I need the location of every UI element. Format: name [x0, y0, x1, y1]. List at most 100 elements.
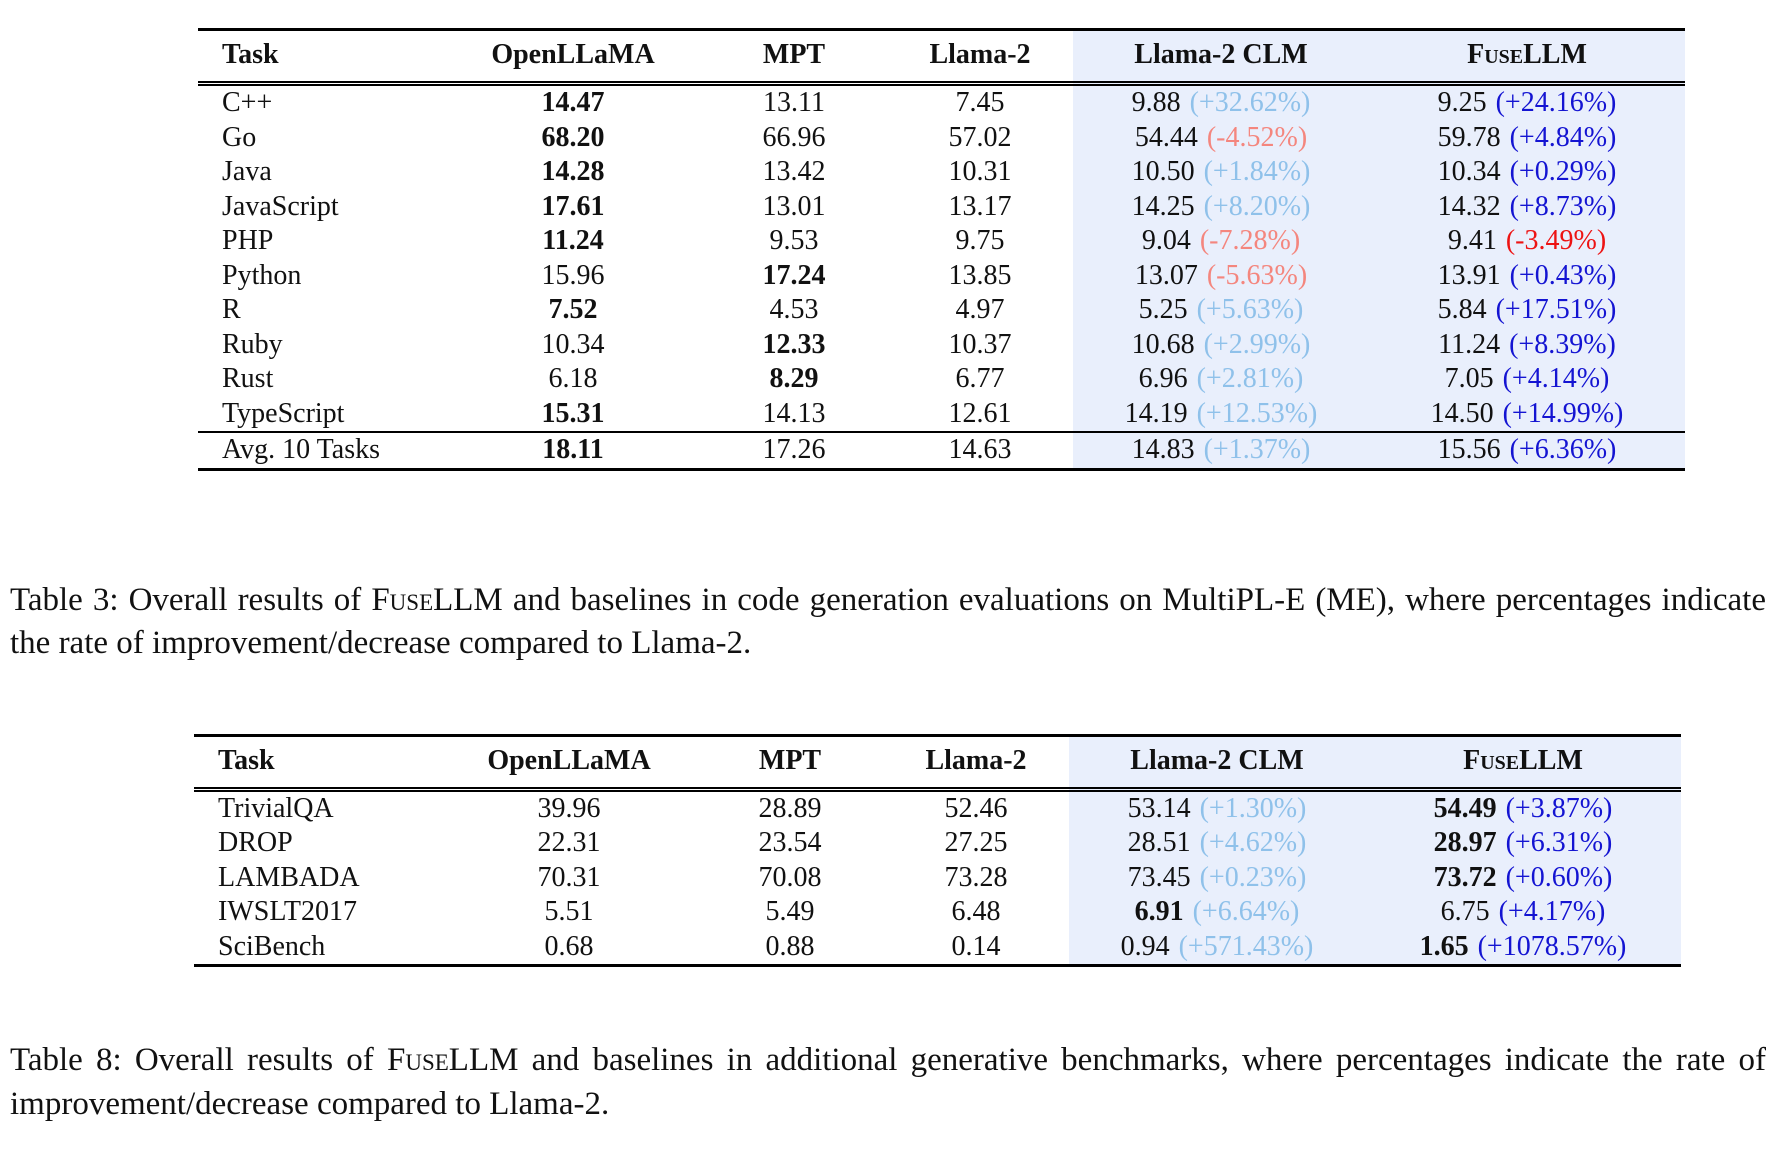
cell-value: Avg. 10 Tasks	[222, 434, 381, 466]
value-cell: 9.53	[701, 224, 887, 259]
cell-value: TrivialQA	[218, 792, 334, 824]
task-cell: Avg. 10 Tasks	[198, 432, 445, 469]
percentage-change: (+0.43%)	[1502, 259, 1617, 291]
table8-generative-benchmarks-results: Task OpenLLaMA MPT Llama-2 Llama-2 CLM FuseLL…	[194, 733, 1681, 968]
cell-value: R	[222, 294, 241, 326]
cell-value: 13.01	[762, 190, 826, 222]
table-row: JavaScript 17.61 13.01 13.17 14.25 (+8.20%) 1…	[198, 189, 1685, 225]
table-row: TrivialQA 39.96 28.89 52.46 53.14 (+1.30%) 54…	[194, 789, 1681, 827]
percentage-change: (+6.36%)	[1502, 434, 1617, 466]
value-cell: 13.11	[701, 84, 887, 121]
value-cell: 1.65 (+1078.57%)	[1365, 929, 1681, 966]
table8-caption: Table 8: Overall results of FuseLLM and …	[10, 1039, 1766, 1126]
value-cell: 70.31	[441, 861, 697, 896]
value-cell: 0.94 (+571.43%)	[1069, 929, 1365, 966]
cell-value: 6.77	[955, 363, 1005, 395]
cell-value: DROP	[218, 827, 293, 859]
caption-text-part: and baselines in additional generative b…	[10, 1042, 1766, 1122]
cell-value: 17.26	[762, 434, 826, 466]
cell-value: 13.85	[948, 259, 1012, 291]
cell-value: 6.48	[951, 896, 1001, 928]
value-cell: 15.96	[445, 259, 701, 294]
percentage-change: (+1.30%)	[1192, 792, 1307, 824]
value-cell: 5.84 (+17.51%)	[1369, 293, 1685, 328]
column-header: MPT	[762, 39, 826, 70]
caption-text-part: Table 8: Overall results of	[10, 1042, 387, 1079]
cell-value: 28.51	[1127, 827, 1191, 859]
value-cell: 15.31	[445, 397, 701, 433]
cell-value: 15.56	[1437, 434, 1501, 466]
cell-value: 12.33	[762, 328, 826, 360]
column-header: Llama-2 CLM	[1069, 735, 1365, 790]
value-cell: 7.52	[445, 293, 701, 328]
table-row: Rust 6.18 8.29 6.77 6.96 (+2.81%) 7.05 (+4.14…	[198, 362, 1685, 397]
cell-value: Java	[222, 156, 272, 188]
value-cell: 9.04 (-7.28%)	[1073, 224, 1369, 259]
cell-value: 73.72	[1433, 861, 1497, 893]
value-cell: 66.96	[701, 121, 887, 156]
value-cell: 14.83 (+1.37%)	[1073, 432, 1369, 469]
percentage-change: (+0.60%)	[1498, 861, 1613, 893]
value-cell: 13.01	[701, 190, 887, 225]
task-cell: Rust	[198, 362, 445, 397]
cell-value: 9.88	[1131, 87, 1181, 119]
value-cell: 13.85	[887, 259, 1073, 294]
cell-value: 0.68	[544, 930, 594, 962]
table-row: PHP 11.24 9.53 9.75 9.04 (-7.28%) 9.41 (-3.49…	[198, 224, 1685, 259]
percentage-change: (+1078.57%)	[1470, 930, 1627, 962]
cell-value: 7.05	[1444, 363, 1494, 395]
cell-value: 70.31	[537, 861, 601, 893]
task-cell: SciBench	[194, 930, 441, 966]
cell-value: 4.97	[955, 294, 1005, 326]
value-cell: 11.24	[445, 224, 701, 259]
cell-value: IWSLT2017	[218, 896, 357, 928]
value-cell: 6.91 (+6.64%)	[1069, 895, 1365, 930]
cell-value: 54.49	[1433, 792, 1497, 824]
value-cell: 6.96 (+2.81%)	[1073, 362, 1369, 397]
value-cell: 14.13	[701, 397, 887, 433]
value-cell: 10.50 (+1.84%)	[1073, 155, 1369, 190]
value-cell: 0.88	[697, 930, 883, 966]
value-cell: 12.61	[887, 397, 1073, 433]
cell-value: 11.24	[1438, 328, 1501, 360]
value-cell: 17.24	[701, 259, 887, 294]
cell-value: 14.13	[762, 397, 826, 429]
column-header: OpenLLaMA	[487, 744, 651, 776]
cell-value: 10.68	[1131, 328, 1195, 360]
table3-code-generation-results: Task OpenLLaMA MPT Llama-2 Llama-2 CLM FuseLL…	[198, 28, 1685, 471]
cell-value: 14.63	[948, 434, 1012, 466]
cell-value: 57.02	[948, 121, 1012, 153]
percentage-change: (+17.51%)	[1488, 294, 1617, 326]
task-cell: TypeScript	[198, 397, 445, 433]
value-cell: 6.18	[445, 362, 701, 397]
value-cell: 0.68	[441, 930, 697, 966]
cell-value: 14.50	[1430, 397, 1494, 429]
value-cell: 14.47	[445, 84, 701, 121]
table-row: Avg. 10 Tasks 18.11 17.26 14.63 14.83 (+1.37…	[198, 432, 1685, 469]
cell-value: 5.84	[1437, 294, 1487, 326]
value-cell: 5.51	[441, 895, 697, 930]
cell-value: JavaScript	[222, 190, 339, 222]
percentage-change: (+8.39%)	[1502, 328, 1616, 360]
cell-value: 9.04	[1141, 225, 1191, 257]
percentage-change: (+2.81%)	[1189, 363, 1304, 395]
value-cell: 9.88 (+32.62%)	[1073, 83, 1369, 121]
value-cell: 6.77	[887, 362, 1073, 397]
header-row: Task OpenLLaMA MPT Llama-2 Llama-2 CLM FuseLL…	[198, 29, 1685, 84]
percentage-change: (+0.29%)	[1502, 156, 1617, 188]
value-cell: 14.32 (+8.73%)	[1369, 189, 1685, 224]
cell-value: 10.34	[541, 328, 605, 360]
percentage-change: (+3.87%)	[1498, 792, 1613, 824]
cell-value: 0.88	[765, 930, 815, 962]
task-cell: R	[198, 293, 445, 328]
task-cell: DROP	[194, 826, 441, 861]
value-cell: 23.54	[697, 826, 883, 861]
value-cell: 53.14 (+1.30%)	[1069, 789, 1365, 827]
cell-value: 10.37	[948, 328, 1012, 360]
value-cell: 10.37	[887, 328, 1073, 363]
task-cell: Java	[198, 155, 445, 190]
value-cell: 57.02	[887, 121, 1073, 156]
cell-value: Rust	[222, 363, 274, 395]
value-cell: 15.56 (+6.36%)	[1369, 432, 1685, 469]
percentage-change: (-5.63%)	[1199, 259, 1308, 291]
